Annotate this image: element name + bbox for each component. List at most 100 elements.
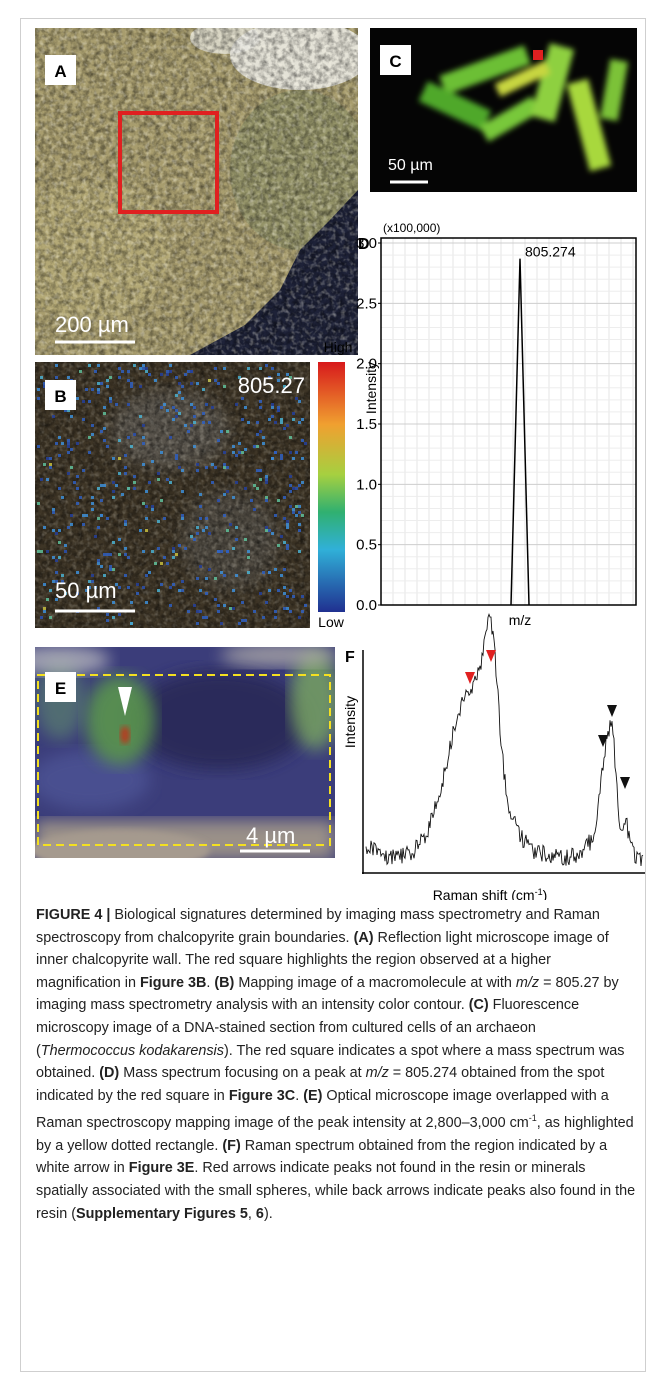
ims-pixel: [145, 505, 148, 508]
ims-pixel: [175, 409, 178, 412]
ims-pixel: [127, 370, 130, 373]
caption-text: .: [206, 974, 215, 991]
ims-pixel: [100, 514, 103, 517]
ims-pixel: [145, 529, 148, 532]
ims-pixel: [232, 589, 235, 592]
ims-pixel: [172, 547, 175, 550]
ims-pixel: [292, 508, 295, 511]
ims-pixel: [55, 442, 58, 445]
ims-pixel: [97, 364, 100, 367]
ims-pixel: [289, 436, 292, 439]
ims-pixel: [265, 529, 268, 532]
ims-pixel: [262, 436, 265, 439]
ims-pixel: [103, 427, 106, 430]
ims-pixel: [298, 529, 301, 532]
ims-pixel: [301, 595, 304, 598]
ims-pixel: [64, 544, 67, 547]
caption-text: ).: [263, 1205, 273, 1222]
ims-pixel: [217, 499, 220, 502]
ims-pixel: [286, 373, 289, 376]
ims-pixel: [196, 577, 199, 580]
ims-pixel: [82, 469, 85, 472]
colorbar-low: Low: [318, 614, 345, 630]
caption-figure-ref: 6: [255, 1205, 264, 1222]
ims-pixel: [166, 478, 169, 481]
ims-pixel: [37, 502, 40, 505]
ims-pixel: [52, 511, 55, 514]
ims-pixel: [289, 484, 292, 487]
ims-pixel: [295, 505, 298, 508]
spectrum-line: [510, 258, 530, 606]
ims-pixel: [286, 595, 289, 598]
panel-label: C: [389, 52, 401, 71]
ims-pixel: [259, 367, 262, 370]
ims-pixel: [55, 571, 58, 574]
ims-pixel: [253, 445, 256, 448]
ims-pixel: [175, 553, 178, 556]
ims-pixel: [241, 397, 244, 400]
ims-pixel: [292, 457, 295, 460]
x-axis-label: m/z: [509, 612, 532, 628]
ims-pixel: [271, 415, 274, 418]
ims-pixel: [157, 478, 160, 481]
ims-pixel: [181, 580, 184, 583]
ims-pixel: [235, 403, 238, 406]
ims-pixel: [196, 526, 199, 529]
ims-pixel: [265, 364, 268, 367]
caption-text: Biological signatures determined by imag…: [36, 907, 600, 946]
raman-spectrum: [365, 612, 644, 867]
caption-text: Mapping image of a macromolecule at with: [234, 974, 516, 991]
ims-pixel: [151, 460, 154, 463]
ims-pixel: [244, 538, 247, 541]
ims-pixel: [109, 553, 112, 556]
ims-pixel: [76, 442, 79, 445]
ims-pixel: [199, 493, 202, 496]
ims-pixel: [43, 382, 46, 385]
y-tick-label: 2.5: [356, 295, 377, 312]
crystals: [418, 43, 629, 172]
ims-pixel: [223, 493, 226, 496]
ims-pixel: [202, 388, 205, 391]
caption-italic: m/z: [515, 974, 540, 991]
ims-pixel: [49, 616, 52, 619]
ims-pixel: [286, 523, 289, 526]
ims-pixel: [52, 529, 55, 532]
ims-pixel: [46, 478, 49, 481]
ims-pixel: [112, 616, 115, 619]
ims-pixel: [283, 568, 286, 571]
ims-pixel: [196, 469, 199, 472]
ims-pixel: [301, 481, 304, 484]
ims-pixel: [280, 418, 283, 421]
ims-pixel: [76, 502, 79, 505]
ims-pixel: [58, 541, 61, 544]
ims-pixel: [289, 490, 292, 493]
ims-pixel: [277, 373, 280, 376]
scale-label: 4 µm: [246, 823, 295, 848]
ims-pixel: [256, 433, 259, 436]
ims-pixel: [205, 517, 208, 520]
caption-text: ). The red square indicates a spot where…: [36, 1042, 625, 1082]
ims-pixel: [49, 463, 52, 466]
ims-pixel: [67, 445, 70, 448]
ims-pixel: [301, 610, 304, 613]
ims-pixel: [235, 574, 238, 577]
ims-pixel: [229, 607, 232, 610]
ims-pixel: [241, 619, 244, 622]
caption-text: Fluorescence microscopy image of a DNA-s…: [36, 997, 580, 1059]
ims-pixel: [136, 592, 139, 595]
ims-pixel: [166, 409, 169, 412]
caption-panel-ref: (E): [303, 1087, 323, 1104]
ims-pixel: [139, 529, 142, 532]
ims-pixel: [217, 610, 220, 613]
ims-pixel: [88, 400, 91, 403]
ims-pixel: [274, 514, 277, 517]
ims-pixel: [127, 586, 130, 589]
ims-pixel: [265, 496, 268, 499]
ims-pixel: [160, 373, 163, 376]
ims-pixel: [193, 604, 196, 607]
ims-pixel: [103, 574, 106, 577]
ims-pixel: [292, 418, 295, 421]
ims-pixel: [262, 616, 265, 619]
ims-pixel: [94, 586, 97, 589]
caption-panel-ref: (F): [222, 1137, 241, 1154]
